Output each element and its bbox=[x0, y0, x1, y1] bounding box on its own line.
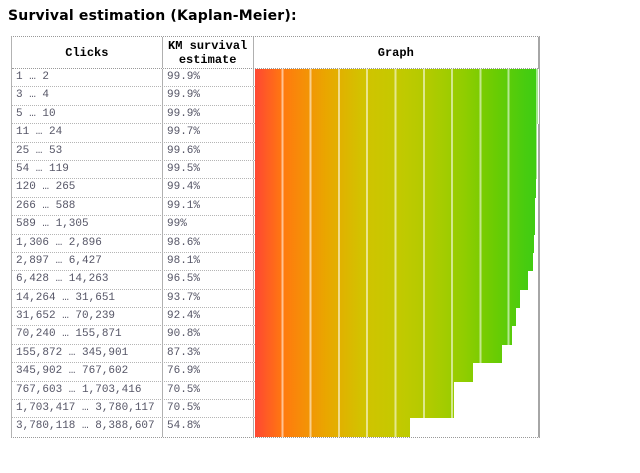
clicks-cell: 345,902 … 767,602 bbox=[12, 363, 163, 380]
clicks-cell: 11 … 24 bbox=[12, 124, 163, 141]
table-row: 767,603 … 1,703,416 70.5% bbox=[12, 382, 255, 400]
survival-bar-mask bbox=[516, 308, 538, 326]
survival-bar-mask bbox=[536, 179, 538, 197]
clicks-cell: 120 … 265 bbox=[12, 179, 163, 196]
survival-bar-mask bbox=[528, 271, 538, 289]
table-rows: 1 … 2 99.9% 3 … 4 99.9% 5 … 10 99.9% 11 … bbox=[12, 69, 255, 437]
survival-bar-mask bbox=[454, 400, 538, 418]
table-row: 1 … 2 99.9% bbox=[12, 69, 255, 87]
clicks-cell: 5 … 10 bbox=[12, 106, 163, 123]
clicks-cell: 767,603 … 1,703,416 bbox=[12, 382, 163, 399]
km-estimate-cell: 87.3% bbox=[163, 345, 254, 362]
clicks-cell: 1,306 … 2,896 bbox=[12, 235, 163, 252]
survival-bar-mask bbox=[537, 161, 538, 179]
clicks-cell: 266 … 588 bbox=[12, 198, 163, 215]
clicks-cell: 1,703,417 … 3,780,117 bbox=[12, 400, 163, 417]
report-page: Survival estimation (Kaplan-Meier): Clic… bbox=[0, 7, 640, 438]
graph-bar-masks bbox=[255, 69, 538, 437]
clicks-cell: 70,240 … 155,871 bbox=[12, 326, 163, 343]
km-estimate-cell: 99.7% bbox=[163, 124, 254, 141]
km-estimate-cell: 76.9% bbox=[163, 363, 254, 380]
clicks-cell: 14,264 … 31,651 bbox=[12, 290, 163, 307]
table-row: 120 … 265 99.4% bbox=[12, 179, 255, 197]
km-estimate-cell: 99.1% bbox=[163, 198, 254, 215]
km-estimate-cell: 93.7% bbox=[163, 290, 254, 307]
header-clicks: Clicks bbox=[12, 37, 163, 68]
km-estimate-cell: 70.5% bbox=[163, 382, 254, 399]
clicks-cell: 1 … 2 bbox=[12, 69, 163, 86]
survival-bar-mask bbox=[537, 124, 538, 142]
table-row: 11 … 24 99.7% bbox=[12, 124, 255, 142]
km-estimate-cell: 99.5% bbox=[163, 161, 254, 178]
km-survival-table: Clicks KM survival estimate Graph 1 … 2 … bbox=[11, 36, 540, 438]
survival-bar-mask bbox=[512, 326, 538, 344]
table-row: 5 … 10 99.9% bbox=[12, 106, 255, 124]
km-estimate-cell: 99.9% bbox=[163, 69, 254, 86]
km-estimate-cell: 70.5% bbox=[163, 400, 254, 417]
table-row: 155,872 … 345,901 87.3% bbox=[12, 345, 255, 363]
km-estimate-cell: 99.9% bbox=[163, 106, 254, 123]
survival-bar-mask bbox=[410, 418, 538, 436]
table-row: 25 … 53 99.6% bbox=[12, 143, 255, 161]
survival-bar-mask bbox=[502, 345, 538, 363]
table-header-row: Clicks KM survival estimate Graph bbox=[12, 37, 538, 69]
survival-bar-mask bbox=[535, 216, 538, 234]
clicks-cell: 589 … 1,305 bbox=[12, 216, 163, 233]
clicks-cell: 25 … 53 bbox=[12, 143, 163, 160]
table-row: 6,428 … 14,263 96.5% bbox=[12, 271, 255, 289]
clicks-cell: 6,428 … 14,263 bbox=[12, 271, 163, 288]
table-row: 589 … 1,305 99% bbox=[12, 216, 255, 234]
clicks-cell: 31,652 … 70,239 bbox=[12, 308, 163, 325]
page-title: Survival estimation (Kaplan-Meier): bbox=[8, 7, 640, 25]
header-graph: Graph bbox=[254, 37, 538, 68]
km-estimate-cell: 99.4% bbox=[163, 179, 254, 196]
table-row: 54 … 119 99.5% bbox=[12, 161, 255, 179]
km-estimate-cell: 90.8% bbox=[163, 326, 254, 343]
km-estimate-cell: 96.5% bbox=[163, 271, 254, 288]
header-km-estimate: KM survival estimate bbox=[163, 37, 254, 68]
clicks-cell: 155,872 … 345,901 bbox=[12, 345, 163, 362]
table-row: 266 … 588 99.1% bbox=[12, 198, 255, 216]
km-estimate-cell: 92.4% bbox=[163, 308, 254, 325]
km-estimate-cell: 99.9% bbox=[163, 87, 254, 104]
survival-bar-mask bbox=[533, 253, 538, 271]
table-row: 1,306 … 2,896 98.6% bbox=[12, 235, 255, 253]
km-estimate-cell: 98.1% bbox=[163, 253, 254, 270]
km-estimate-cell: 98.6% bbox=[163, 235, 254, 252]
clicks-cell: 3 … 4 bbox=[12, 87, 163, 104]
km-estimate-cell: 54.8% bbox=[163, 418, 254, 436]
survival-bar-mask bbox=[534, 235, 538, 253]
table-row: 1,703,417 … 3,780,117 70.5% bbox=[12, 400, 255, 418]
table-body: 1 … 2 99.9% 3 … 4 99.9% 5 … 10 99.9% 11 … bbox=[12, 69, 538, 437]
table-row: 3,780,118 … 8,388,607 54.8% bbox=[12, 418, 255, 436]
table-row: 345,902 … 767,602 76.9% bbox=[12, 363, 255, 381]
clicks-cell: 54 … 119 bbox=[12, 161, 163, 178]
table-row: 70,240 … 155,871 90.8% bbox=[12, 326, 255, 344]
km-estimate-cell: 99.6% bbox=[163, 143, 254, 160]
survival-gradient-graph bbox=[255, 69, 538, 437]
clicks-cell: 2,897 … 6,427 bbox=[12, 253, 163, 270]
clicks-cell: 3,780,118 … 8,388,607 bbox=[12, 418, 163, 436]
survival-bar-mask bbox=[473, 363, 538, 381]
table-row: 31,652 … 70,239 92.4% bbox=[12, 308, 255, 326]
table-row: 3 … 4 99.9% bbox=[12, 87, 255, 105]
km-estimate-cell: 99% bbox=[163, 216, 254, 233]
survival-bar-mask bbox=[535, 198, 538, 216]
survival-bar-mask bbox=[537, 143, 538, 161]
table-row: 2,897 … 6,427 98.1% bbox=[12, 253, 255, 271]
survival-bar-mask bbox=[454, 382, 538, 400]
survival-bar-mask bbox=[520, 290, 538, 308]
table-row: 14,264 … 31,651 93.7% bbox=[12, 290, 255, 308]
